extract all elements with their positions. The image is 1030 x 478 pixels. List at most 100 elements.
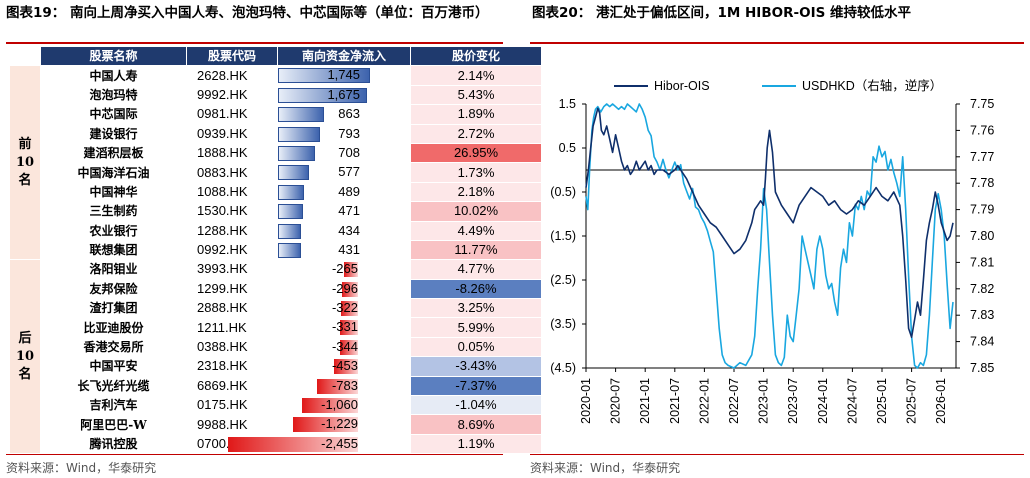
net-inflow-cell: -331 — [277, 317, 411, 338]
table-row: 后 10 名洛阳钼业 3993.HK -265 4.77% — [10, 259, 542, 455]
stock-code-cell: 2318.HK — [186, 356, 278, 377]
net-inflow-bar — [278, 184, 304, 200]
right-y-tick-label: 7.84 — [970, 335, 994, 349]
net-inflow-cell: 1,745 — [277, 65, 411, 86]
net-inflow-cell: -322 — [277, 298, 411, 319]
price-change-cell: 3.25% — [410, 298, 542, 319]
stock-name-cell: 比亚迪股份 — [40, 317, 187, 338]
table-row: 中国神华 1088.HK 489 2.18% — [10, 182, 542, 203]
table-row: 农业银行 1288.HK 434 4.49% — [10, 221, 542, 241]
net-inflow-value: 434 — [338, 222, 360, 238]
right-y-tick-label: 7.79 — [970, 203, 994, 217]
price-change-cell: 10.02% — [410, 201, 542, 222]
price-change-cell: 8.69% — [410, 414, 542, 435]
stock-code-cell: 9992.HK — [186, 85, 278, 106]
net-inflow-bar — [334, 359, 358, 375]
right-title-rule — [530, 42, 1024, 44]
header-net-inflow: 南向资金净流入 — [277, 47, 411, 67]
net-inflow-cell: 863 — [277, 104, 411, 125]
net-inflow-cell: -1,060 — [277, 395, 411, 416]
header-stock-code: 股票代码 — [186, 47, 278, 67]
x-tick-label: 2020-01 — [579, 378, 593, 424]
usdhkd-series-line — [585, 103, 954, 369]
net-inflow-value: -1,060 — [321, 397, 358, 413]
price-change-cell: 2.18% — [410, 182, 542, 203]
net-inflow-cell: -1,229 — [277, 414, 411, 435]
net-inflow-cell: 434 — [277, 221, 411, 241]
stock-name-cell: 中国神华 — [40, 182, 187, 203]
table-row: 三生制药 1530.HK 471 10.02% — [10, 201, 542, 222]
net-inflow-cell: -344 — [277, 337, 411, 358]
right-y-tick-label: 7.83 — [970, 308, 994, 322]
net-inflow-value: 431 — [338, 241, 360, 257]
stock-code-cell: 0175.HK — [186, 395, 278, 416]
right-y-tick-label: 7.75 — [970, 97, 994, 111]
x-tick-label: 2025-07 — [905, 378, 919, 424]
southbound-flow-table: 股票名称 股票代码 南向资金净流入 股价变化 前 10 名中国人寿 2628.HK… — [10, 47, 542, 455]
stock-name-cell: 农业银行 — [40, 221, 187, 241]
net-inflow-bar — [339, 339, 358, 355]
right-y-tick-label: 7.80 — [970, 229, 994, 243]
net-inflow-bar — [316, 378, 358, 394]
group-header-blank — [10, 47, 41, 67]
net-inflow-bar — [278, 87, 367, 103]
x-tick-label: 2021-01 — [638, 378, 652, 424]
hibor-usdhkd-chart: 1.5 0.5 (0.5) (1.5) (2.5) (3.5) (4.5) 7.75 7.76 7… — [530, 48, 1024, 452]
right-y-tick-label: 7.82 — [970, 282, 994, 296]
stock-name-cell: 长飞光纤光缆 — [40, 376, 187, 397]
x-tick-label: 2026-01 — [934, 378, 948, 424]
stock-code-cell: 6869.HK — [186, 376, 278, 397]
net-inflow-value: 471 — [338, 203, 360, 219]
price-change-cell: 0.05% — [410, 337, 542, 358]
net-inflow-value: 489 — [338, 183, 360, 199]
table-row: 长飞光纤光缆 6869.HK -783 -7.37% — [10, 376, 542, 397]
stock-code-cell: 0992.HK — [186, 240, 278, 261]
net-inflow-value: 793 — [338, 125, 360, 141]
stock-code-cell: 0981.HK — [186, 104, 278, 125]
right-y-tick-label: 7.77 — [970, 150, 994, 164]
net-inflow-value: 708 — [338, 144, 360, 160]
left-y-tick-label: 0.5 — [559, 141, 576, 155]
table-row: 中芯国际 0981.HK 863 1.89% — [10, 104, 542, 125]
net-inflow-bar — [278, 223, 301, 239]
net-inflow-value: 577 — [338, 164, 360, 180]
net-inflow-value: -783 — [331, 377, 358, 393]
net-inflow-cell: 471 — [277, 201, 411, 222]
stock-code-cell: 0388.HK — [186, 337, 278, 358]
stock-name-cell: 中芯国际 — [40, 104, 187, 125]
price-change-cell: -8.26% — [410, 279, 542, 300]
net-inflow-cell: 489 — [277, 182, 411, 203]
table-row: 中国海洋石油 0883.HK 577 1.73% — [10, 162, 542, 183]
x-tick-label: 2025-01 — [875, 378, 889, 424]
x-tick-label: 2024-07 — [845, 378, 859, 424]
x-tick-label: 2020-07 — [609, 378, 623, 424]
group-label: 后 10 名 — [10, 259, 41, 455]
net-inflow-bar — [342, 281, 358, 297]
net-inflow-cell: -265 — [277, 259, 411, 280]
left-figure-title: 图表19： 南向上周净买入中国人寿、泡泡玛特、中芯国际等（单位：百万港币） — [6, 5, 489, 21]
table-row: 建滔积层板 1888.HK 708 26.95% — [10, 143, 542, 164]
stock-code-cell: 1288.HK — [186, 221, 278, 241]
net-inflow-bar — [340, 301, 358, 317]
x-tick-label: 2023-07 — [786, 378, 800, 424]
stock-code-cell: 0939.HK — [186, 124, 278, 144]
left-source-note: 资料来源：Wind，华泰研究 — [6, 461, 157, 475]
stock-code-cell: 1088.HK — [186, 182, 278, 203]
table-row: 泡泡玛特 9992.HK 1,675 5.43% — [10, 85, 542, 106]
left-y-tick-label: 1.5 — [559, 97, 576, 111]
net-inflow-cell: -296 — [277, 279, 411, 300]
net-inflow-bar — [340, 320, 358, 336]
stock-name-cell: 中国海洋石油 — [40, 162, 187, 183]
net-inflow-value: -453 — [331, 358, 358, 374]
right-y-tick-label: 7.78 — [970, 176, 994, 190]
price-change-cell: 1.73% — [410, 162, 542, 183]
net-inflow-bar — [343, 262, 358, 278]
price-change-cell: 5.99% — [410, 317, 542, 338]
net-inflow-cell: 431 — [277, 240, 411, 261]
net-inflow-bar — [301, 398, 358, 414]
table-row: 阿里巴巴-W 9988.HK -1,229 8.69% — [10, 414, 542, 435]
stock-name-cell: 渣打集团 — [40, 298, 187, 319]
stock-code-cell: 3993.HK — [186, 259, 278, 280]
net-inflow-value: -331 — [331, 319, 358, 335]
net-inflow-cell: -2,455 — [228, 434, 411, 455]
